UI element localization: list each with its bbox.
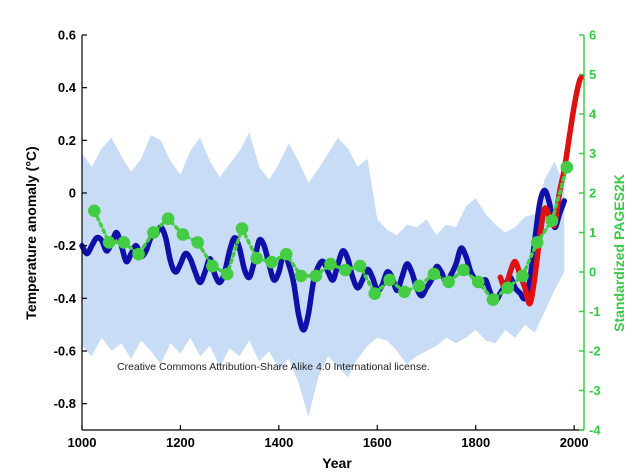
pages2k-point	[412, 279, 426, 293]
y-tick-label-left: -0.8	[54, 396, 76, 411]
pages2k-point	[147, 226, 160, 239]
y-tick-label-right: 4	[589, 107, 597, 122]
y-tick-label-right: -4	[589, 423, 601, 438]
y-tick-label-right: 5	[589, 67, 596, 82]
uncertainty-band-layer	[82, 132, 565, 417]
uncertainty-band	[82, 132, 565, 417]
pages2k-point	[545, 214, 559, 227]
pages2k-point	[427, 267, 441, 281]
pages2k-point	[220, 267, 234, 281]
y-tick-label-right: -2	[589, 344, 601, 359]
y-tick-label-right: -1	[589, 304, 601, 319]
pages2k-point	[471, 275, 485, 289]
pages2k-point	[279, 247, 293, 261]
pages2k-point	[250, 251, 263, 265]
pages2k-point	[560, 161, 574, 174]
pages2k-point	[117, 236, 131, 249]
pages2k-point	[294, 269, 308, 283]
pages2k-point	[339, 263, 352, 277]
y-tick-label-left: -0.6	[54, 344, 76, 359]
y-tick-label-right: 2	[589, 186, 596, 201]
y-tick-label-left: -0.4	[54, 291, 77, 306]
x-tick-label: 1800	[461, 435, 490, 450]
pages2k-point	[176, 228, 190, 241]
pages2k-point	[398, 285, 411, 299]
y-tick-label-left: 0	[69, 186, 76, 201]
instrumental-line	[497, 74, 585, 307]
y-axis-title-left: Temperature anomaly (°C)	[23, 146, 39, 319]
y-axis-title-right: Standardized PAGES2K	[611, 174, 627, 332]
ticks-layer: 0.6 0.4 0.2 0 -0.2 -0.4 -0.6 -0.8 6 5 4 3 2 1 0 -1 -2 -3 -…	[54, 28, 602, 451]
pages2k-point	[530, 236, 544, 249]
y-tick-label-left: -0.2	[54, 238, 76, 253]
y-tick-label-right: -3	[589, 383, 601, 398]
x-tick-label: 1200	[166, 435, 195, 450]
pages2k-point	[88, 204, 101, 218]
y-tick-label-right: 6	[589, 28, 596, 43]
x-tick-label: 2000	[560, 435, 589, 450]
x-tick-label: 1400	[264, 435, 293, 450]
pages2k-point	[265, 255, 278, 269]
pages2k-point	[383, 273, 396, 287]
pages2k-point	[309, 269, 323, 283]
x-tick-label: 1600	[363, 435, 392, 450]
pages2k-point	[324, 257, 337, 271]
pages2k-point	[353, 259, 367, 273]
y-tick-label-left: 0.6	[58, 28, 76, 43]
pages2k-point	[132, 247, 145, 261]
pages2k-point	[457, 263, 470, 277]
x-axis-title: Year	[322, 455, 352, 471]
pages2k-point	[102, 236, 116, 249]
pages2k-point	[516, 269, 529, 283]
pages2k-point	[191, 236, 204, 249]
x-tick-label: 1000	[68, 435, 97, 450]
pages2k-point	[442, 275, 456, 289]
y-tick-label-left: 0.2	[58, 133, 76, 148]
pages2k-point	[235, 222, 249, 235]
pages2k-point	[368, 287, 382, 301]
y-tick-label-left: 0.4	[58, 80, 77, 95]
pages2k-point	[486, 293, 500, 307]
y-tick-label-right: 1	[589, 225, 596, 240]
pages2k-dots-layer	[88, 161, 574, 307]
y-tick-label-right: 3	[589, 146, 596, 161]
pages2k-point	[501, 281, 514, 295]
license-annotation: Creative Commons Attribution-Share Alike…	[117, 361, 430, 373]
pages2k-point	[161, 212, 175, 225]
y-tick-label-right: 0	[589, 265, 596, 280]
pages2k-point	[206, 259, 219, 273]
